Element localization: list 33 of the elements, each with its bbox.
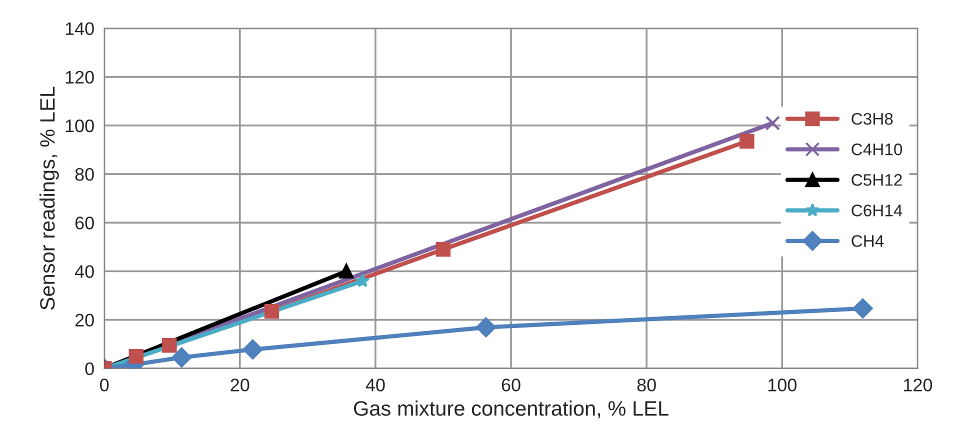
point [128,348,144,364]
x-tick-label: 100 [768,378,796,392]
x-tick-label: 80 [637,378,656,392]
legend-label: C4H10 [852,144,902,156]
x-tick-label: 0 [100,378,109,392]
y-tick-label: 80 [75,168,94,181]
point [740,134,754,149]
y-axis-title: Sensor readings, % LEL [40,86,59,310]
point [436,242,451,257]
point [852,298,873,318]
point [356,274,370,288]
x-tick-label: 120 [904,378,932,392]
y-tick-label: 60 [75,216,94,230]
legend-label: CH4 [852,235,884,247]
x-tick-label: 60 [502,378,520,392]
y-tick-label: 40 [74,265,94,278]
x-tick-label: 40 [366,378,385,392]
x-axis-title: Gas mixture concentration, % LEL [354,400,668,418]
point [162,338,177,353]
point [264,304,280,319]
y-tick-label: 0 [85,362,94,376]
legend-label: C6H14 [852,204,902,216]
point [242,340,263,360]
y-tick-label: 140 [66,22,94,36]
legend-label: C3H8 [852,112,893,125]
point [476,317,496,338]
point [172,348,192,368]
y-tick-label: 100 [66,119,94,132]
x-tick-label: 20 [230,378,250,392]
legend-label: C5H12 [852,174,902,186]
y-tick-label: 20 [75,314,94,327]
point [339,264,354,279]
y-tick-label: 120 [66,70,94,84]
